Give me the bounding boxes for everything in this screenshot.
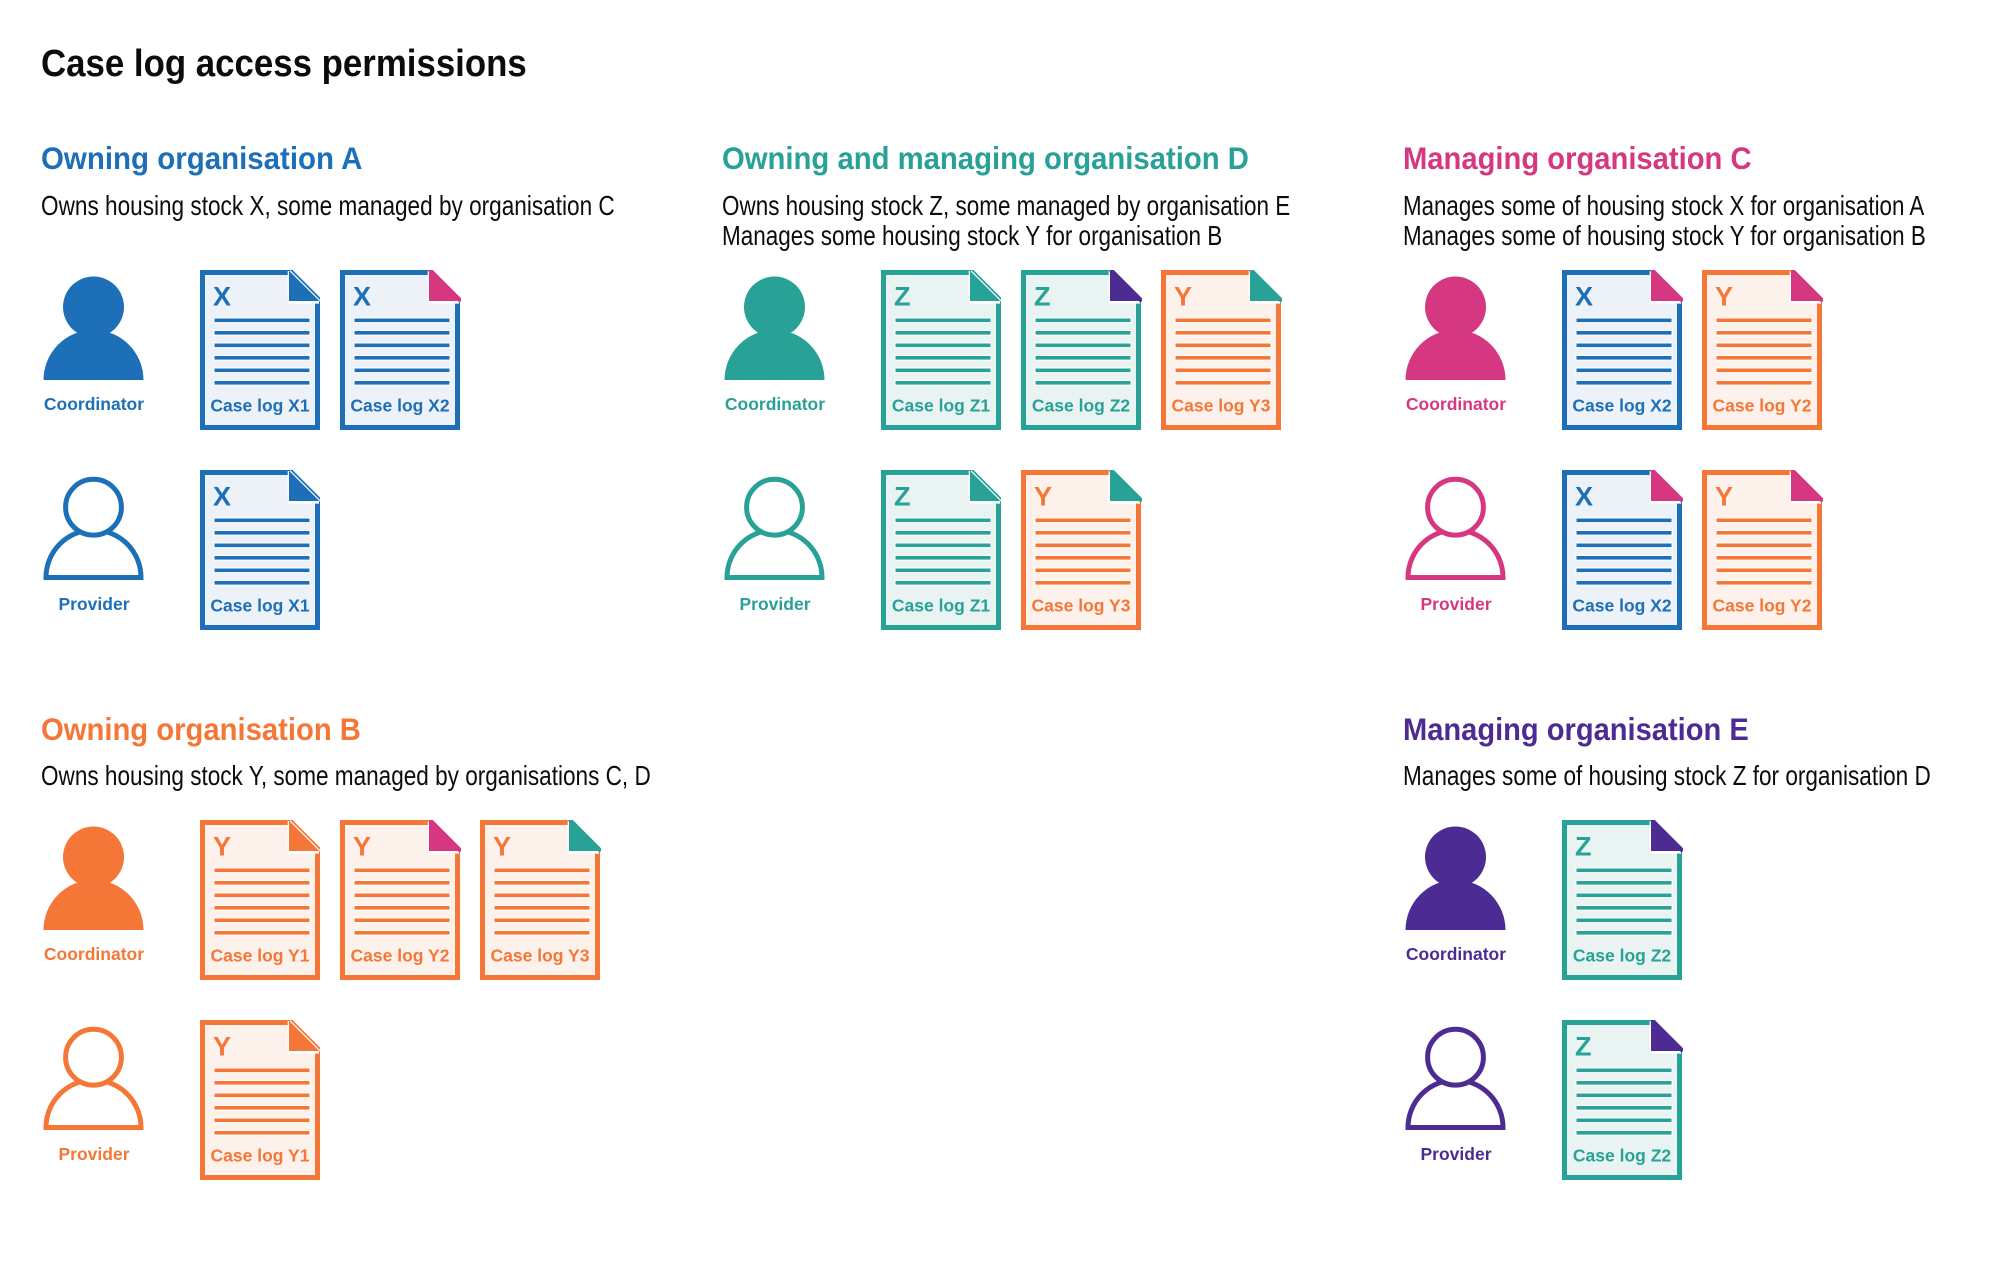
svg-text:X: X	[353, 282, 371, 312]
svg-text:Z: Z	[1575, 1032, 1592, 1062]
svg-text:Y: Y	[353, 832, 371, 862]
svg-text:Z: Z	[894, 482, 911, 512]
svg-text:Case log Y1: Case log Y1	[211, 1146, 310, 1166]
svg-text:Case log Z1: Case log Z1	[892, 396, 991, 416]
svg-text:Case log Z1: Case log Z1	[892, 596, 991, 616]
svg-text:Case log X1: Case log X1	[210, 396, 309, 416]
svg-text:Case log X2: Case log X2	[350, 396, 449, 416]
svg-text:Case log Y1: Case log Y1	[211, 946, 310, 966]
svg-text:Y: Y	[493, 832, 511, 862]
svg-text:Y: Y	[1715, 282, 1733, 312]
svg-text:Case log Y2: Case log Y2	[1713, 596, 1812, 616]
svg-text:Y: Y	[1174, 282, 1192, 312]
svg-text:Case log X2: Case log X2	[1572, 396, 1671, 416]
svg-text:Y: Y	[1715, 482, 1733, 512]
svg-text:Case log Y2: Case log Y2	[351, 946, 450, 966]
svg-text:Y: Y	[213, 832, 231, 862]
svg-text:Case log X2: Case log X2	[1572, 596, 1671, 616]
svg-text:Case log Z2: Case log Z2	[1032, 396, 1131, 416]
svg-text:Case log Z2: Case log Z2	[1573, 1146, 1672, 1166]
svg-text:Case log X1: Case log X1	[210, 596, 309, 616]
svg-text:Z: Z	[1034, 282, 1051, 312]
svg-text:Z: Z	[894, 282, 911, 312]
svg-text:X: X	[213, 482, 231, 512]
svg-text:Case log Y3: Case log Y3	[491, 946, 590, 966]
svg-text:Case log Y2: Case log Y2	[1713, 396, 1812, 416]
svg-text:Y: Y	[1034, 482, 1052, 512]
svg-text:Case log Z2: Case log Z2	[1573, 946, 1672, 966]
svg-text:Case log Y3: Case log Y3	[1172, 396, 1271, 416]
svg-text:Z: Z	[1575, 832, 1592, 862]
svg-text:X: X	[1575, 282, 1593, 312]
svg-text:X: X	[1575, 482, 1593, 512]
svg-text:X: X	[213, 282, 231, 312]
svg-text:Y: Y	[213, 1032, 231, 1062]
svg-text:Case log Y3: Case log Y3	[1032, 596, 1131, 616]
